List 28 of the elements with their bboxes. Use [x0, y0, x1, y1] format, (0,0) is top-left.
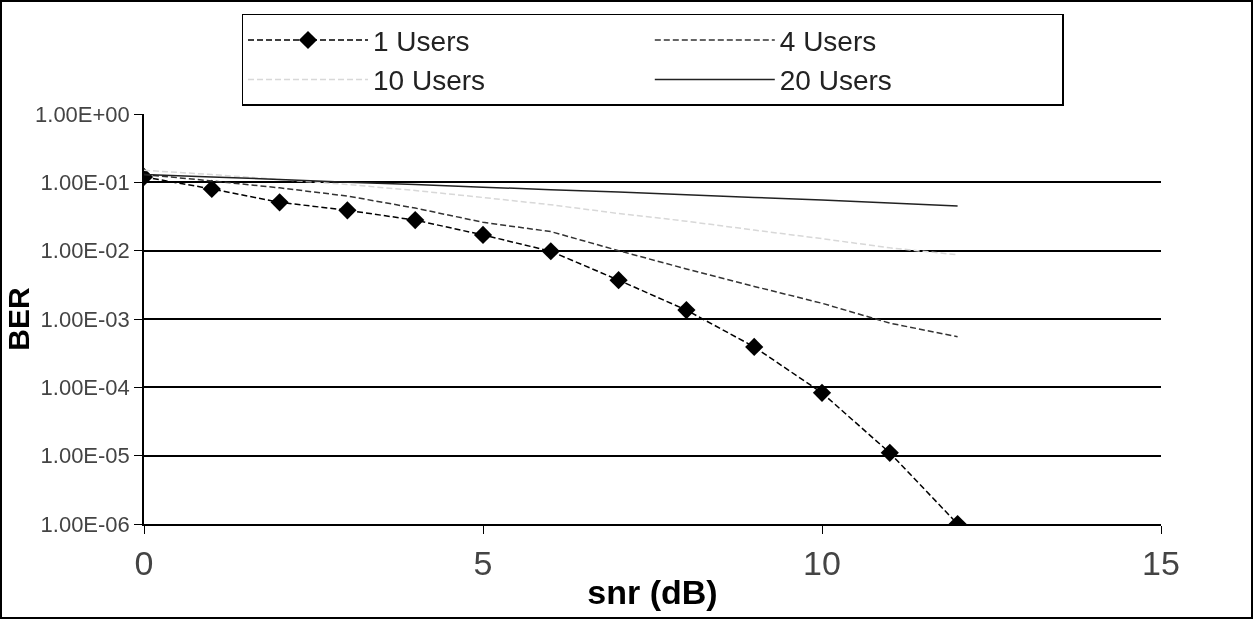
y-tick-label: 1.00E-05	[40, 443, 130, 469]
y-tick-label: 1.00E-04	[40, 375, 130, 401]
x-tick-label: 15	[1142, 543, 1180, 582]
point	[609, 271, 628, 290]
y-tick-label: 1.00E-06	[40, 511, 130, 537]
x-tick-label: 10	[803, 543, 841, 582]
point	[541, 242, 560, 261]
legend-label: 1 Users	[373, 25, 470, 57]
y-tick-label: 1.00E+00	[35, 101, 130, 127]
y-tick-label: 1.00E-03	[40, 306, 130, 332]
point	[473, 225, 493, 245]
point	[338, 201, 357, 220]
point	[406, 211, 425, 230]
point	[270, 193, 289, 212]
legend-label: 20 Users	[779, 65, 892, 97]
legend-label: 4 Users	[779, 25, 877, 57]
y-tick-label: 1.00E-02	[40, 238, 130, 264]
point	[880, 443, 899, 462]
x-tick-label: 0	[134, 543, 154, 582]
x-axis-title: snr (dB)	[587, 573, 718, 612]
point	[677, 300, 696, 320]
point	[745, 337, 764, 357]
y-tick-label: 1.00E-01	[40, 170, 130, 196]
y-axis-title: BER	[2, 287, 35, 351]
x-tick-label: 5	[473, 543, 493, 582]
point	[202, 179, 221, 199]
legend-label: 10 Users	[373, 65, 486, 97]
point	[812, 383, 832, 402]
